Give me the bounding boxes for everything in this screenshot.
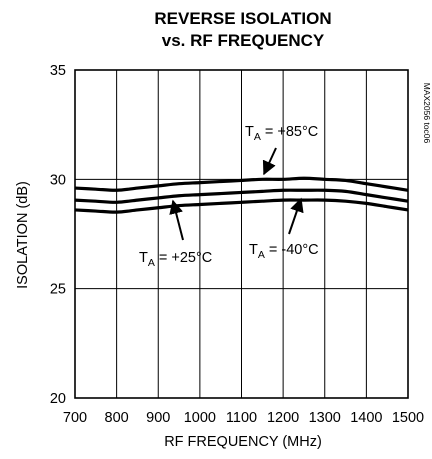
x-axis-label: RF FREQUENCY (MHz) [164, 434, 322, 450]
x-tick-label: 1100 [226, 410, 257, 426]
y-tick-label: 30 [50, 172, 66, 188]
chart-title-line-1: REVERSE ISOLATION [154, 9, 331, 28]
grid-lines [74, 69, 409, 399]
series-lines [74, 176, 409, 214]
figure-code: MAX2056 toc06 [422, 83, 432, 144]
arrow-25c [169, 199, 184, 241]
y-tick-labels: 20 25 30 35 [50, 63, 66, 407]
chart-title-line-2: vs. RF FREQUENCY [162, 31, 325, 50]
series-line-0 [74, 176, 409, 192]
series-label-25c: TA = +25°C [139, 250, 212, 269]
x-tick-label: 1500 [392, 410, 424, 426]
x-tick-labels: 700 800 900 1000 1100 1200 1300 1400 1500 [63, 410, 424, 426]
series-label-minus40c: TA = -40°C [249, 242, 319, 261]
plot-frame [74, 69, 409, 399]
arrow-minus40c [288, 197, 304, 235]
arrow-85c [262, 147, 277, 176]
x-tick-label: 700 [63, 410, 87, 426]
y-tick-label: 35 [50, 63, 66, 79]
x-tick-label: 1200 [267, 410, 299, 426]
x-tick-label: 1400 [350, 410, 382, 426]
series-line-1 [74, 188, 409, 204]
y-tick-label: 20 [50, 391, 66, 407]
series-label-85c: TA = +85°C [245, 124, 318, 143]
y-axis-label: ISOLATION (dB) [15, 181, 31, 289]
x-tick-label: 1300 [309, 410, 341, 426]
series-line-2 [74, 198, 409, 214]
x-tick-label: 800 [105, 410, 129, 426]
y-tick-label: 25 [50, 282, 66, 298]
x-tick-label: 1000 [184, 410, 216, 426]
x-tick-label: 900 [146, 410, 170, 426]
